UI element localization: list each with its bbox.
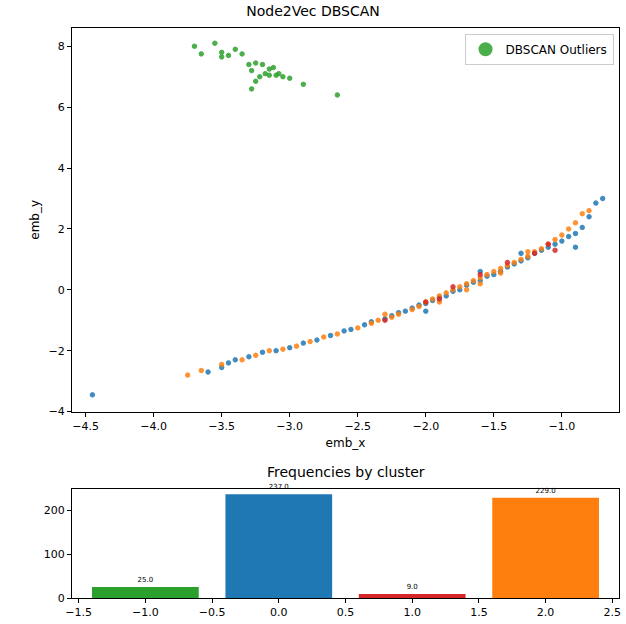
svg-text:−3.5: −3.5: [208, 420, 235, 433]
svg-text:0: 0: [58, 284, 65, 297]
svg-text:4: 4: [58, 162, 65, 175]
svg-text:1.5: 1.5: [470, 606, 488, 619]
svg-text:8: 8: [58, 40, 65, 53]
svg-text:−2: −2: [49, 345, 65, 358]
svg-text:−4: −4: [49, 405, 65, 418]
svg-text:229.0: 229.0: [536, 487, 556, 495]
svg-text:2.0: 2.0: [537, 606, 555, 619]
svg-text:Node2Vec DBSCAN: Node2Vec DBSCAN: [246, 3, 380, 19]
svg-text:DBSCAN Outliers: DBSCAN Outliers: [506, 43, 607, 57]
svg-text:−4.5: −4.5: [72, 420, 99, 433]
svg-text:1.0: 1.0: [403, 606, 421, 619]
svg-text:200: 200: [44, 504, 65, 517]
svg-text:0: 0: [58, 592, 65, 605]
svg-text:100: 100: [44, 548, 65, 561]
svg-text:25.0: 25.0: [138, 576, 154, 584]
svg-text:2.5: 2.5: [604, 606, 622, 619]
svg-text:−1.5: −1.5: [480, 420, 507, 433]
svg-text:0.5: 0.5: [337, 606, 355, 619]
svg-text:2: 2: [58, 223, 65, 236]
svg-text:−0.5: −0.5: [199, 606, 226, 619]
svg-text:−1.0: −1.0: [548, 420, 575, 433]
svg-text:9.0: 9.0: [407, 583, 418, 591]
svg-text:−3.0: −3.0: [276, 420, 303, 433]
svg-text:Frequencies by cluster: Frequencies by cluster: [267, 464, 425, 480]
svg-text:−2.5: −2.5: [344, 420, 371, 433]
svg-text:−1.5: −1.5: [65, 606, 92, 619]
svg-text:−2.0: −2.0: [412, 420, 439, 433]
svg-text:−1.0: −1.0: [132, 606, 159, 619]
svg-text:emb_x: emb_x: [326, 436, 366, 450]
svg-text:emb_y: emb_y: [28, 200, 42, 240]
svg-text:0.0: 0.0: [270, 606, 288, 619]
svg-text:6: 6: [58, 101, 65, 114]
svg-text:237.0: 237.0: [269, 483, 289, 491]
svg-text:−4.0: −4.0: [140, 420, 167, 433]
